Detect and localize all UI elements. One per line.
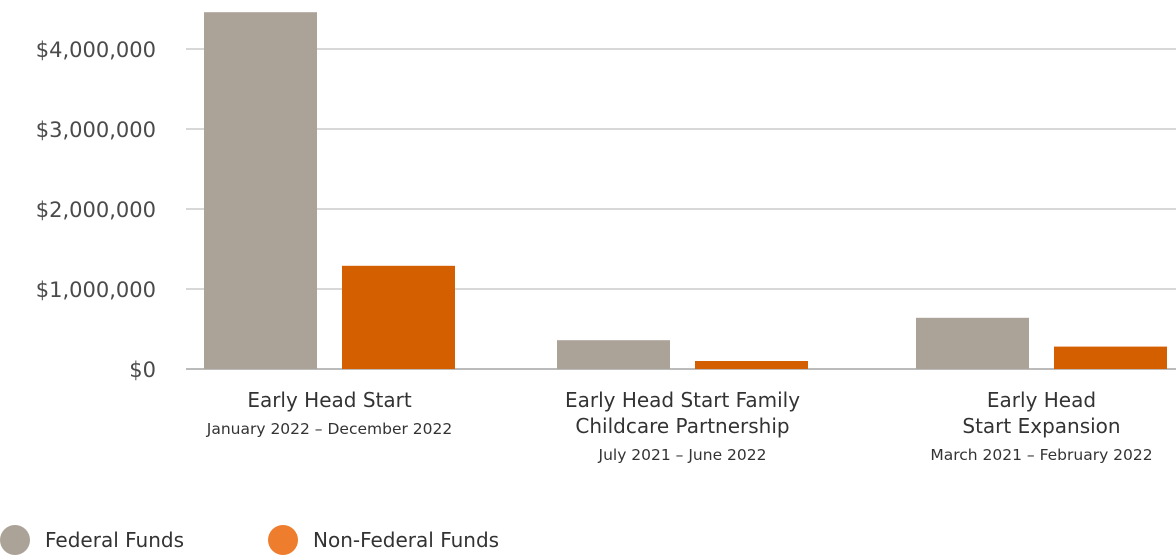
bar-federal-2 [557,340,670,369]
y-tick-label: $1,000,000 [36,278,156,302]
y-tick-label: $0 [129,358,156,382]
y-axis-labels: $0 $1,000,000 $2,000,000 $3,000,000 $4,000,0… [36,38,156,382]
category-period-label: March 2021 – February 2022 [930,446,1152,464]
y-tick-label: $3,000,000 [36,118,156,142]
category-label: Early Head Start [247,388,412,412]
legend: Federal Funds Non-Federal Funds [0,525,499,555]
legend-swatch [268,525,298,555]
category-label: Early Head Start Family [565,388,800,412]
legend-label: Federal Funds [45,528,184,552]
legend-label: Non-Federal Funds [313,528,499,552]
bar-federal-3 [916,317,1029,369]
bar-nonfederal-3 [1054,346,1167,369]
legend-swatch [0,525,30,555]
category-period-label: January 2022 – December 2022 [206,420,453,438]
bars [204,12,1167,369]
category-period-label: July 2021 – June 2022 [598,446,767,464]
y-tick-label: $2,000,000 [36,198,156,222]
category-label: Early Head [987,388,1096,412]
category-label: Childcare Partnership [575,414,789,438]
category-labels: Early Head Start January 2022 – December … [206,388,1153,464]
bar-federal-1 [204,12,317,369]
bar-nonfederal-1 [342,265,455,369]
category-label: Start Expansion [962,414,1120,438]
bar-nonfederal-2 [695,361,808,369]
y-tick-label: $4,000,000 [36,38,156,62]
